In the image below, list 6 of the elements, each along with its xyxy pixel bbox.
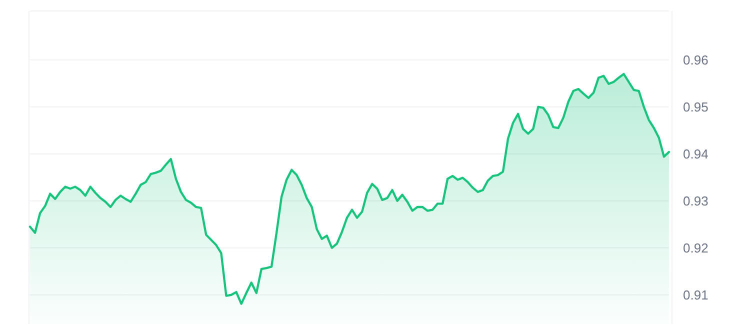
y-tick-label: 0.94 [683, 146, 708, 162]
y-tick-label: 0.95 [683, 99, 708, 114]
y-tick-label: 0.96 [683, 52, 708, 68]
y-tick-label: 0.91 [683, 287, 708, 302]
y-tick-label: 0.92 [683, 240, 708, 256]
y-tick-label: 0.93 [683, 193, 708, 208]
